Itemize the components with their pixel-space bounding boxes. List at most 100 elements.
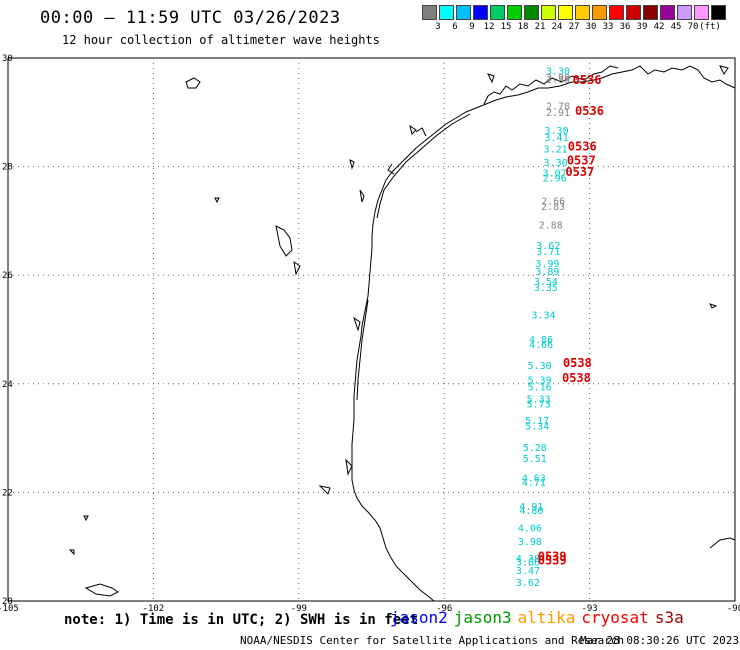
y-tick-label: 20 [2, 597, 13, 607]
wave-height-value: 5.39 [528, 375, 552, 386]
color-scale-label: 45 [670, 22, 682, 32]
wave-height-value: 3.30 [545, 126, 569, 137]
wave-height-value: 3.34 [531, 311, 555, 322]
x-tick-label: -90 [727, 604, 740, 614]
lake-5 [359, 189, 365, 203]
color-swatch [660, 5, 675, 20]
mission-s3a: s3a [654, 608, 684, 627]
color-scale-label: (ft) [699, 22, 721, 32]
mission-jason3: jason3 [453, 608, 512, 627]
color-scale-label: 12 [483, 22, 495, 32]
color-scale-label: 30 [585, 22, 597, 32]
wave-height-value: 3.35 [534, 283, 558, 294]
color-swatch [507, 5, 522, 20]
y-tick-label: 24 [2, 380, 13, 390]
plot-frame [7, 57, 736, 602]
wave-height-value: 5.34 [525, 421, 549, 432]
color-scale-label: 27 [568, 22, 580, 32]
wave-height-value: 2.96 [543, 173, 567, 184]
color-swatch [626, 5, 641, 20]
pass-time-label: 0536 [568, 139, 597, 153]
wave-height-value: 5.73 [527, 400, 551, 411]
lake-6 [353, 316, 361, 332]
wave-height-value: 5.28 [523, 443, 547, 454]
wave-height-value: 3.41 [545, 133, 569, 144]
color-scale-label: 18 [517, 22, 529, 32]
wave-height-value: 5.17 [525, 416, 549, 427]
wave-height-value: 4.71 [522, 478, 546, 489]
page-subtitle: 12 hour collection of altimeter wave hei… [62, 33, 380, 47]
x-tick-label: -93 [581, 604, 597, 614]
pass-time-label: 0539 [538, 549, 567, 563]
wave-height-value: 5.51 [523, 454, 547, 465]
mission-altika: altika [517, 608, 576, 627]
x-tick-label: -99 [291, 604, 307, 614]
color-swatch [643, 5, 658, 20]
lake-4 [349, 159, 355, 170]
color-swatch [592, 5, 607, 20]
wave-height-value: 4.86 [529, 335, 553, 346]
color-scale-label: 21 [534, 22, 546, 32]
pass-time-label: 0537 [565, 165, 594, 179]
y-tick-label: 26 [2, 271, 13, 281]
lake-7 [345, 458, 353, 476]
color-swatch [575, 5, 590, 20]
louisiana-marsh [483, 65, 619, 105]
wave-height-value: 4.91 [519, 502, 543, 513]
axis-tick-labels: -105 -102 -99 -96 -93 -90 30 28 26 24 22 20 [0, 54, 740, 614]
wave-height-value: 3.86 [516, 558, 540, 569]
wave-height-value: 2.91 [546, 108, 570, 119]
wave-height-value: 2.88 [539, 221, 563, 232]
wave-height-value: 3.07 [543, 168, 567, 179]
island-small-6 [487, 73, 495, 84]
color-scale-label: 39 [636, 22, 648, 32]
y-tick-label: 28 [2, 163, 13, 173]
credit-line: NOAA/NESDIS Center for Satellite Applica… [240, 634, 625, 647]
island-small-3 [214, 197, 220, 204]
lake-8 [318, 485, 331, 495]
grid-lines [8, 58, 735, 601]
wave-height-value: 4.66 [529, 340, 553, 351]
wave-height-value: 1.86 [546, 75, 570, 86]
color-scale-legend [422, 5, 728, 20]
wave-height-value: 5.33 [527, 394, 551, 405]
wave-height-value: 3.71 [536, 247, 560, 258]
color-swatch [677, 5, 692, 20]
color-scale-labels: 3 6 9 12 15 18 21 24 27 30 33 36 39 42 45 70 (ft) [422, 22, 740, 34]
wave-height-value: 2.83 [541, 202, 565, 213]
pass-time-label: 0538 [562, 371, 591, 385]
color-swatch [456, 5, 471, 20]
color-swatch [490, 5, 505, 20]
y-tick-label: 22 [2, 488, 13, 498]
x-tick-label: -105 [0, 604, 19, 614]
barrier-islands [376, 113, 471, 219]
wave-height-value: 3.54 [534, 277, 558, 288]
wave-height-value: 4.80 [519, 506, 543, 517]
wave-height-value: 5.30 [528, 361, 552, 372]
color-scale-label: 15 [500, 22, 512, 32]
mission-jason2: jason2 [390, 608, 448, 627]
color-swatch [524, 5, 539, 20]
pass-time-label: 0539 [538, 554, 567, 568]
wave-height-value: 2.98 [546, 73, 570, 84]
island-small-5 [719, 65, 729, 75]
color-scale-label: 42 [653, 22, 665, 32]
mission-cryosat: cryosat [581, 608, 649, 627]
color-swatch [422, 5, 437, 20]
wave-height-value: 3.30 [544, 158, 568, 169]
wave-height-value: 5.16 [528, 382, 552, 393]
color-swatch [439, 5, 454, 20]
wave-height-value: 3.62 [516, 578, 540, 589]
wave-height-value: 3.62 [536, 241, 560, 252]
color-scale-label: 33 [602, 22, 614, 32]
page-title: 00:00 — 11:59 UTC 03/26/2023 [40, 8, 341, 28]
lake-1 [185, 77, 201, 89]
color-scale-label: 70 [687, 22, 699, 32]
color-scale-label: 9 [469, 22, 475, 32]
island-small-1 [68, 549, 75, 556]
bay-2 [387, 163, 395, 175]
y-tick-label: 30 [2, 54, 13, 64]
color-swatch [711, 5, 726, 20]
